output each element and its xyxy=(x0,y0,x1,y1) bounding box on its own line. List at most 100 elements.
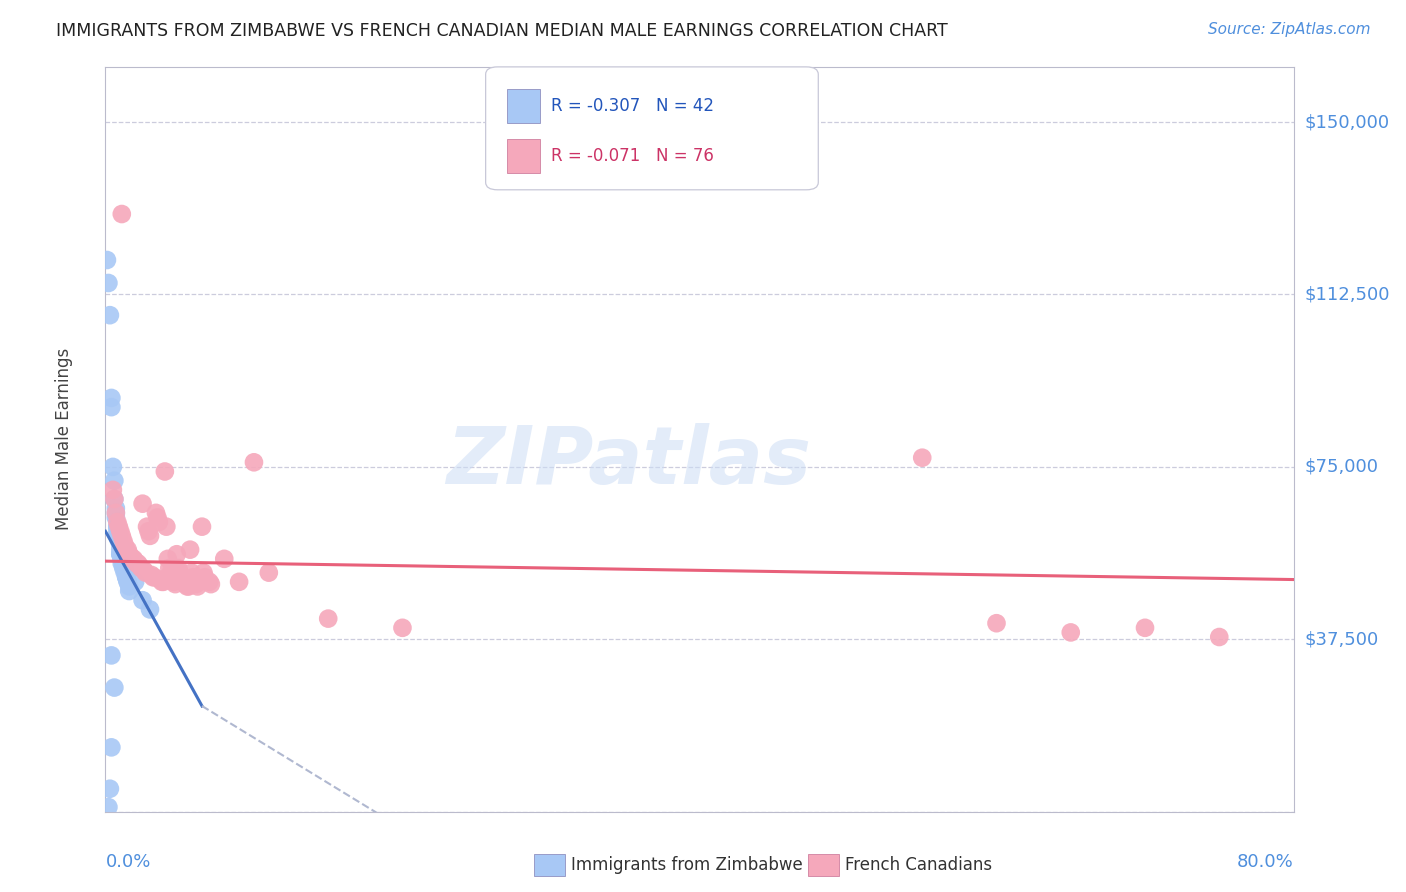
Point xyxy=(96,252,118,267)
Point xyxy=(184,577,207,591)
Point xyxy=(173,574,195,589)
Point xyxy=(112,561,135,575)
Point xyxy=(156,552,179,566)
Point xyxy=(120,549,142,564)
Point xyxy=(228,574,250,589)
Point xyxy=(129,561,152,575)
Point xyxy=(115,570,138,584)
Point xyxy=(152,574,174,589)
Point xyxy=(127,557,149,571)
Point xyxy=(111,207,134,221)
Point xyxy=(1133,621,1156,635)
Text: Immigrants from Zimbabwe: Immigrants from Zimbabwe xyxy=(571,856,803,874)
Point xyxy=(132,563,155,577)
Point xyxy=(165,577,187,591)
Point xyxy=(117,542,139,557)
Point xyxy=(194,570,217,584)
Point xyxy=(257,566,280,580)
Text: R = -0.307   N = 42: R = -0.307 N = 42 xyxy=(551,96,714,115)
Text: $75,000: $75,000 xyxy=(1305,458,1379,476)
Point xyxy=(193,566,215,580)
Point xyxy=(1208,630,1230,644)
Point xyxy=(105,524,128,539)
Point xyxy=(186,579,208,593)
Point xyxy=(98,781,121,796)
Point xyxy=(105,519,128,533)
Text: 0.0%: 0.0% xyxy=(105,853,150,871)
Point xyxy=(163,574,186,589)
Point xyxy=(169,566,191,580)
Text: 80.0%: 80.0% xyxy=(1237,853,1294,871)
Point xyxy=(122,552,145,566)
Point xyxy=(114,566,136,580)
FancyBboxPatch shape xyxy=(485,67,818,190)
Point xyxy=(97,800,120,814)
Point xyxy=(103,492,125,507)
Point xyxy=(128,558,150,573)
Point xyxy=(111,552,134,566)
Point xyxy=(105,519,128,533)
Point xyxy=(104,506,127,520)
Point xyxy=(170,570,193,584)
Point xyxy=(97,276,120,290)
Bar xyxy=(508,139,540,173)
Text: IMMIGRANTS FROM ZIMBABWE VS FRENCH CANADIAN MEDIAN MALE EARNINGS CORRELATION CHA: IMMIGRANTS FROM ZIMBABWE VS FRENCH CANAD… xyxy=(56,22,948,40)
Point xyxy=(114,538,136,552)
Point xyxy=(145,506,167,520)
Point xyxy=(166,547,188,561)
Point xyxy=(117,574,139,589)
Point xyxy=(148,515,170,529)
Point xyxy=(162,570,184,584)
Point xyxy=(104,506,127,520)
Point xyxy=(100,400,122,414)
Point xyxy=(911,450,934,465)
Point xyxy=(139,602,162,616)
Point xyxy=(986,616,1008,631)
Point xyxy=(111,552,134,566)
Point xyxy=(138,524,160,539)
Text: ZIPatlas: ZIPatlas xyxy=(446,423,811,500)
Point xyxy=(174,577,197,591)
Point xyxy=(153,465,176,479)
Point xyxy=(104,501,127,516)
Point xyxy=(139,529,162,543)
Point xyxy=(179,542,201,557)
Point xyxy=(105,529,128,543)
Point xyxy=(180,566,202,580)
Point xyxy=(112,533,135,548)
Point xyxy=(176,579,198,593)
Point xyxy=(117,574,139,589)
Point xyxy=(110,547,132,561)
Point xyxy=(114,561,136,575)
Point xyxy=(101,459,124,474)
Point xyxy=(110,547,132,561)
Point xyxy=(181,570,204,584)
Point xyxy=(142,570,165,584)
Point xyxy=(177,579,200,593)
Point xyxy=(316,612,339,626)
Point xyxy=(110,538,132,552)
Point xyxy=(131,497,153,511)
Point xyxy=(100,648,122,663)
Point xyxy=(243,455,266,469)
Point xyxy=(100,391,122,405)
Text: $112,500: $112,500 xyxy=(1305,285,1391,303)
Point xyxy=(141,568,163,582)
Point xyxy=(214,552,236,566)
Text: R = -0.071   N = 76: R = -0.071 N = 76 xyxy=(551,147,714,165)
Point xyxy=(112,557,135,571)
Point xyxy=(150,574,173,589)
Point xyxy=(100,740,122,755)
Point xyxy=(115,570,138,584)
Text: French Canadians: French Canadians xyxy=(845,856,993,874)
Point xyxy=(167,561,190,575)
Point xyxy=(172,573,194,587)
Point xyxy=(143,570,166,584)
Point xyxy=(118,547,141,561)
Bar xyxy=(508,89,540,123)
Point xyxy=(1060,625,1083,640)
Point xyxy=(118,579,141,593)
Point xyxy=(108,533,131,548)
Point xyxy=(155,519,177,533)
Text: Median Male Earnings: Median Male Earnings xyxy=(55,348,73,531)
